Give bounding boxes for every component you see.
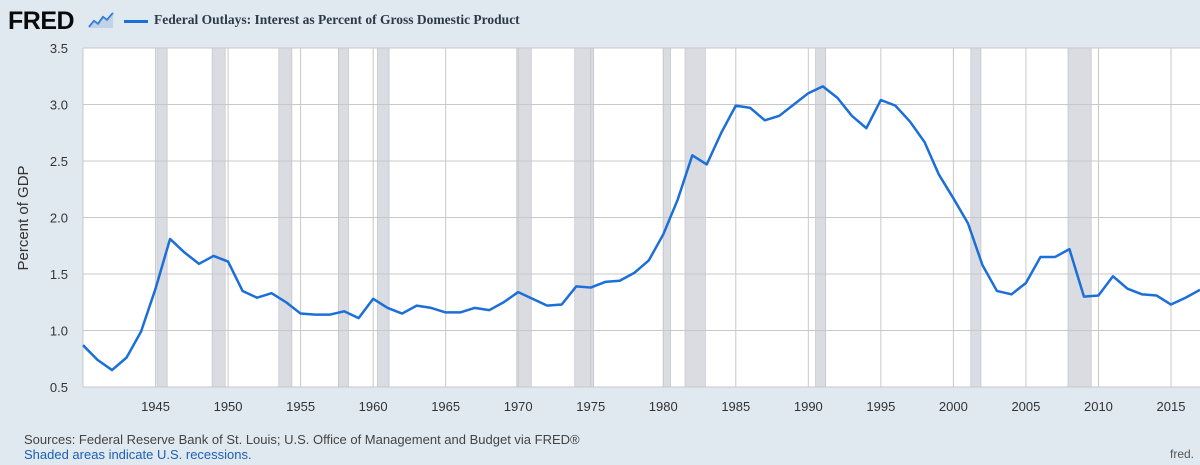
y-tick-label: 3.0	[50, 98, 68, 113]
y-axis-ticks: 0.5 1.0 1.5 2.0 2.5 3.0 3.5	[50, 41, 68, 395]
chart[interactable]: 0.51.01.52.02.53.03.5 1945 1950 1955 1960 19…	[0, 0, 1200, 425]
x-tick-label: 1945	[141, 399, 170, 414]
y-tick-label: 2.0	[50, 211, 68, 226]
x-tick-label: 2005	[1011, 399, 1040, 414]
x-axis-ticks: 1945 1950 1955 1960 1965 1970 1975 1980 1985 1990…	[141, 399, 1185, 414]
fred-chart-icon	[88, 11, 114, 29]
legend-label: Federal Outlays: Interest as Percent of …	[154, 12, 520, 27]
x-tick-label: 1975	[576, 399, 605, 414]
footer-domain[interactable]: fred.	[1169, 447, 1194, 461]
gridlines	[82, 47, 1200, 388]
legend-swatch	[124, 20, 148, 23]
x-tick-label: 1960	[359, 399, 388, 414]
x-tick-label: 1970	[504, 399, 533, 414]
footer-sources: Sources: Federal Reserve Bank of St. Lou…	[24, 432, 580, 447]
y-tick-label: 3.5	[50, 41, 68, 56]
chart-header: FRED Federal Outlays: Interest as Percen…	[0, 0, 1200, 44]
x-tick-label: 2015	[1157, 399, 1186, 414]
series-line	[82, 85, 1200, 372]
y-tick-label: 0.5	[50, 380, 68, 395]
fred-logo[interactable]: FRED	[8, 7, 75, 35]
x-tick-label: 2000	[939, 399, 968, 414]
x-tick-label: 1965	[431, 399, 460, 414]
y-tick-label: 1.5	[50, 267, 68, 282]
x-tick-label: 1955	[286, 399, 315, 414]
y-axis-label: Percent of GDP	[15, 165, 32, 270]
x-tick-label: 1985	[721, 399, 750, 414]
y-tick-label: 1.0	[50, 324, 68, 339]
x-tick-label: 1990	[794, 399, 823, 414]
x-tick-label: 1950	[214, 399, 243, 414]
x-tick-label: 1980	[649, 399, 678, 414]
recession-note-link[interactable]: Shaded areas indicate U.S. recessions.	[24, 447, 252, 462]
x-tick-label: 2010	[1084, 399, 1113, 414]
x-tick-label: 1995	[866, 399, 895, 414]
y-tick-label: 2.5	[50, 154, 68, 169]
